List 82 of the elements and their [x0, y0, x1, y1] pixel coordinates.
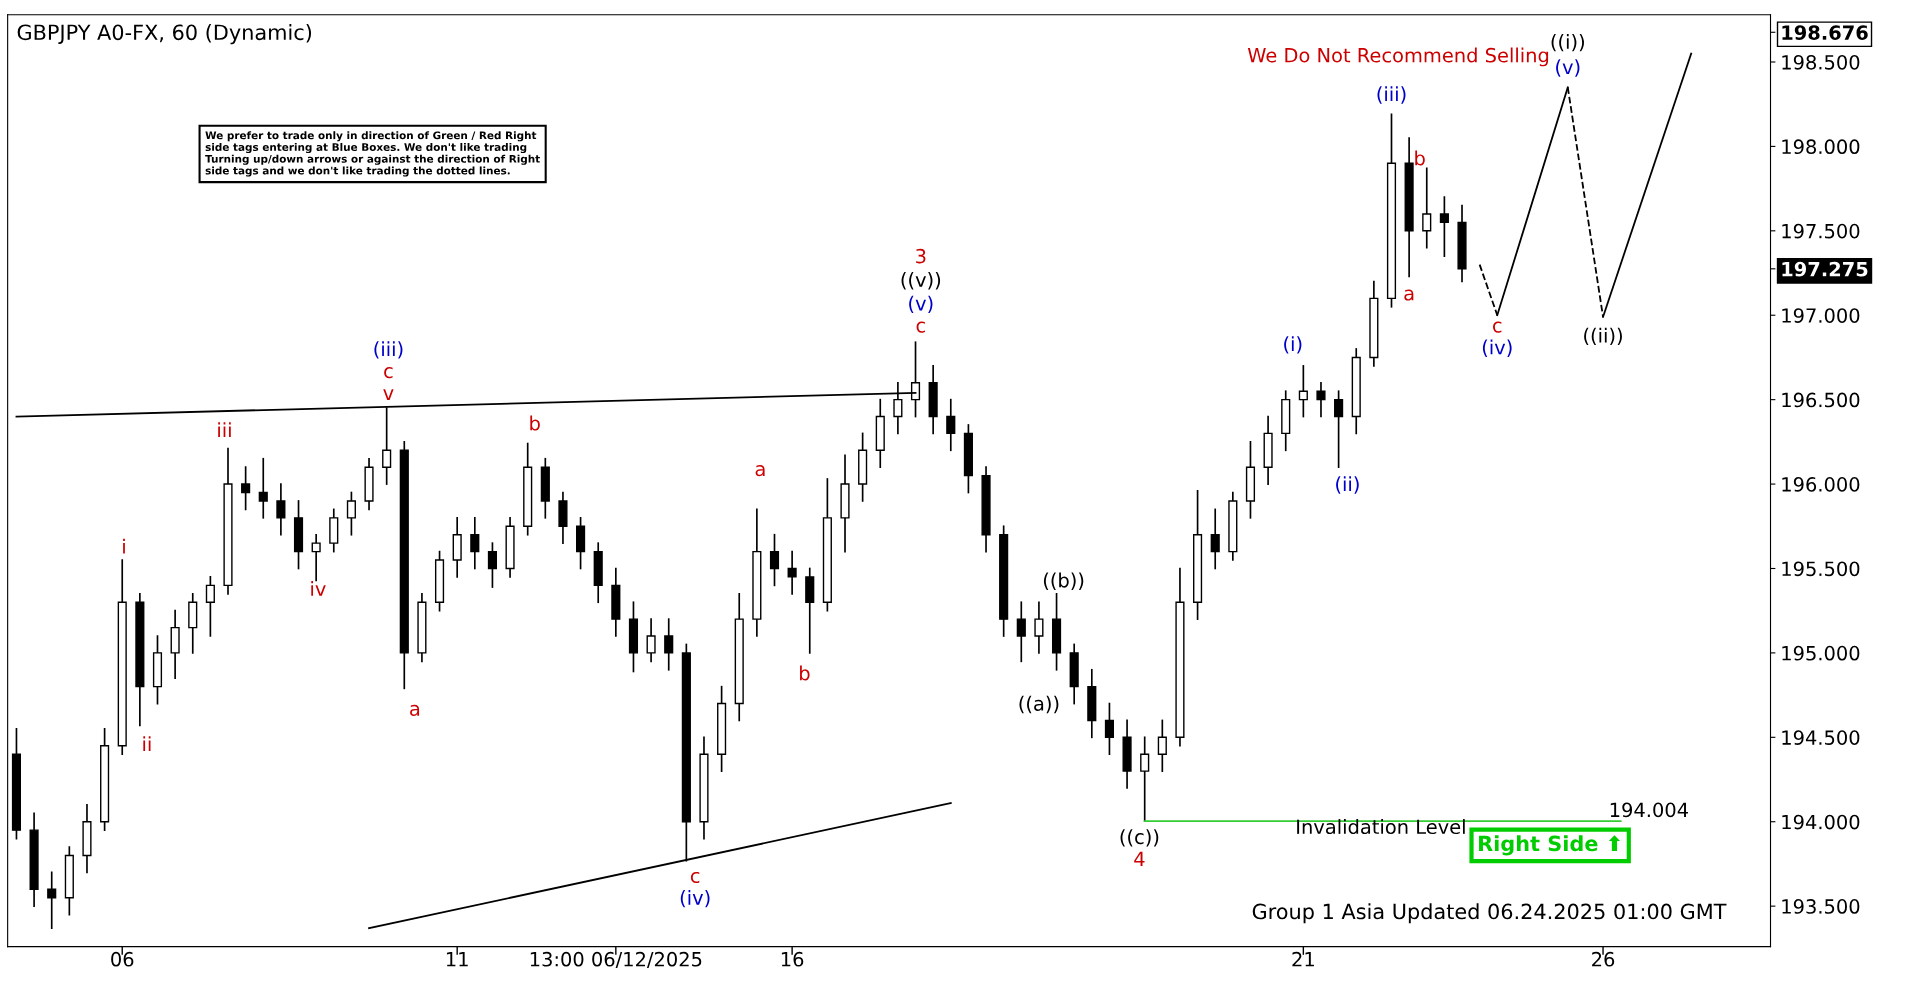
- annotation: (iii): [1377, 86, 1406, 104]
- y-tick-label: 198.500: [1782, 54, 1860, 70]
- annotation: ((v)): [901, 272, 941, 290]
- candlestick: [664, 618, 674, 671]
- candlestick: [311, 533, 321, 582]
- annotation: c: [1492, 321, 1502, 333]
- candlestick: [1016, 601, 1026, 663]
- x-tick-label: 26: [1592, 951, 1615, 967]
- y-tick-label: 198.000: [1782, 139, 1860, 155]
- annotation: ((c)): [1120, 829, 1159, 847]
- candlestick: [487, 542, 498, 588]
- annotation: iv: [311, 581, 326, 596]
- candlestick: [258, 457, 268, 519]
- y-tick-label: 195.000: [1782, 645, 1860, 661]
- annotation: v: [383, 389, 394, 400]
- annotation: (iv): [680, 889, 710, 908]
- y-tick-label: 194.000: [1782, 814, 1860, 830]
- annotation: ((i)): [1551, 34, 1584, 52]
- annotation: Invalidation Level: [1297, 819, 1465, 835]
- candlestick: [346, 491, 356, 536]
- annotation: b: [530, 415, 540, 431]
- annotation: (ii): [1336, 476, 1359, 494]
- x-tick-label: 06: [111, 951, 134, 967]
- y-tick-label: 196.500: [1782, 392, 1860, 408]
- x-tick-label: 16: [781, 951, 804, 967]
- annotation: (v): [1556, 59, 1580, 77]
- y-tick-label: 196.000: [1782, 477, 1860, 492]
- x-tick-label: 11: [446, 952, 468, 967]
- candlestick: [241, 466, 251, 511]
- annotation: We Do Not Recommend Selling: [1247, 47, 1549, 67]
- y-tick-label: 198.676: [1782, 25, 1868, 40]
- annotation: c: [916, 321, 925, 333]
- candlestick: [1316, 381, 1326, 418]
- x-tick-label: 13:00 06/12/2025: [530, 951, 702, 969]
- annotation: a: [410, 704, 420, 716]
- y-tick-label: 194.500: [1782, 730, 1860, 745]
- annotation: 194.004: [1610, 802, 1688, 818]
- annotation: ((a)): [1019, 695, 1059, 714]
- annotation: ii: [143, 736, 151, 752]
- y-tick-label: 197.275: [1782, 261, 1868, 277]
- candlestick: [1034, 601, 1044, 654]
- annotation: a: [1404, 289, 1414, 301]
- candlestick: [1334, 390, 1344, 469]
- annotation: 3: [916, 248, 926, 264]
- candlestick: [769, 533, 780, 587]
- annotation: Right Side ⬆: [1479, 835, 1621, 856]
- annotation: c: [384, 367, 393, 379]
- candlestick: [787, 550, 797, 595]
- annotation: (v): [909, 295, 933, 314]
- annotation: a: [755, 465, 765, 477]
- annotation: ((b)): [1043, 572, 1084, 590]
- annotation: (i): [1284, 336, 1302, 354]
- annotation: Group 1 Asia Updated 06.24.2025 01:00 GMT: [1252, 903, 1727, 924]
- x-tick-label: 21: [1292, 951, 1314, 967]
- annotation: i: [123, 538, 125, 554]
- candlestick: [1422, 167, 1432, 249]
- annotation: 4: [1134, 851, 1145, 866]
- annotation: (iii): [374, 341, 403, 359]
- y-tick-label: 193.500: [1782, 899, 1860, 914]
- candlestick: [946, 398, 956, 452]
- candlestick: [205, 576, 215, 637]
- candlestick: [1298, 365, 1308, 418]
- annotation: We prefer to trade only in direction of Green / Red Right side tags entering at Blue Boxes. We don't like trading Turning up/down arrows or against the direction of Right side tags and we don't like trading the dotted lines.: [205, 131, 540, 177]
- annotation: b: [800, 665, 810, 681]
- candlestick: [1140, 736, 1150, 822]
- y-tick-label: 195.500: [1782, 561, 1860, 577]
- annotation: b: [1415, 150, 1425, 166]
- annotation: c: [690, 871, 700, 884]
- annotation: iii: [218, 422, 231, 438]
- annotation: (iv): [1482, 339, 1512, 357]
- annotation: ((ii)): [1584, 327, 1622, 346]
- candlestick: [1104, 702, 1115, 756]
- y-tick-label: 197.000: [1782, 308, 1860, 323]
- candlestick: [646, 618, 656, 663]
- candlestick: [1439, 196, 1449, 257]
- candlestick: [470, 516, 480, 570]
- y-tick-label: 197.500: [1782, 223, 1860, 239]
- candlestick: [1157, 719, 1167, 772]
- chart-title: GBPJPY A0-FX, 60 (Dynamic): [17, 24, 312, 45]
- candlestick: [276, 483, 286, 536]
- candlestick: [1210, 508, 1220, 570]
- candlestick: [47, 871, 57, 929]
